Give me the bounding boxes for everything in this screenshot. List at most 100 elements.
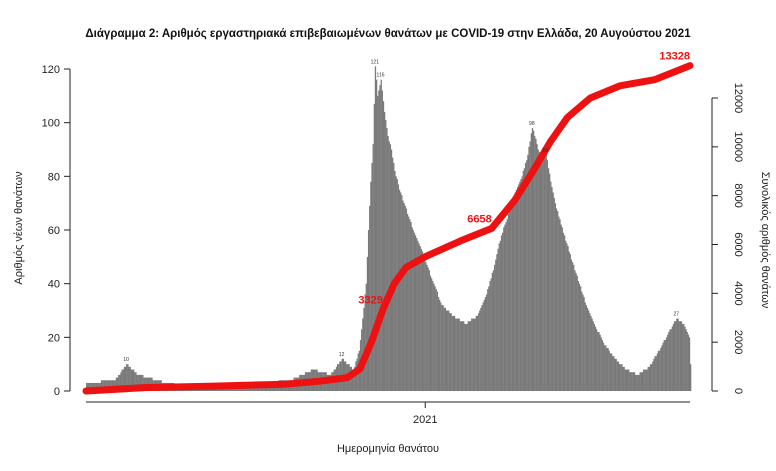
bar: [468, 321, 471, 391]
bar: [430, 278, 433, 391]
bar: [477, 313, 480, 391]
bar: [406, 213, 409, 391]
bar: [573, 264, 575, 391]
bar: [451, 315, 453, 391]
bar: [581, 291, 583, 391]
bar: [475, 315, 477, 391]
bar: [524, 162, 527, 391]
bar: [393, 162, 395, 391]
bar: [617, 361, 620, 391]
bar: [425, 262, 427, 391]
bar: [383, 111, 386, 391]
bar: [646, 369, 648, 391]
bar: [558, 216, 560, 391]
bar: [119, 374, 121, 391]
bar: [568, 251, 570, 391]
bar: [551, 187, 553, 391]
bar: [687, 334, 690, 391]
bar: [651, 364, 653, 391]
bar: [456, 318, 458, 391]
bar: [448, 310, 450, 391]
y2-axis-title: Συνολικός αριθμός θανάτων: [759, 172, 771, 309]
bar: [518, 184, 520, 391]
bar: [574, 270, 576, 391]
bar: [417, 240, 419, 391]
bar: [414, 235, 417, 391]
bar: [641, 372, 644, 391]
bar: [421, 251, 424, 391]
bar: [380, 79, 382, 391]
bar: [387, 136, 389, 391]
bar: [483, 299, 486, 391]
bar: [649, 364, 652, 391]
bar: [625, 369, 628, 391]
bar: [497, 248, 499, 391]
bar: [122, 369, 124, 391]
bars-layer: [86, 66, 692, 392]
bar: [585, 305, 588, 391]
bar: [142, 374, 144, 391]
bar: [453, 315, 456, 391]
bar: [511, 205, 513, 391]
bar: [472, 318, 474, 391]
bar: [464, 323, 466, 391]
bar: [550, 181, 552, 391]
bar: [413, 232, 416, 391]
bar: [479, 310, 481, 391]
bar: [569, 254, 571, 391]
bar: [465, 323, 467, 391]
x-axis-title: Ημερομηνία θανάτου: [337, 443, 439, 455]
bar: [124, 366, 127, 391]
bar: [623, 366, 625, 391]
bar: [566, 243, 568, 391]
x-tick-label: 2021: [413, 414, 437, 426]
bar: [618, 364, 621, 391]
bar: [89, 382, 91, 391]
bar: [86, 382, 88, 391]
bar: [560, 224, 562, 391]
bar: [567, 246, 569, 391]
bar: [670, 329, 672, 391]
bar: [688, 337, 691, 391]
y2-tick-label: 0: [732, 388, 744, 394]
bar: [673, 321, 676, 391]
bar: [100, 380, 103, 391]
bar: [408, 216, 410, 391]
bar: [612, 356, 614, 391]
bar: [544, 157, 546, 391]
bar: [500, 235, 503, 391]
bar: [490, 278, 492, 391]
bar: [561, 227, 563, 391]
bar: [129, 366, 131, 391]
bar: [634, 374, 637, 391]
bar: [90, 382, 92, 391]
bar-data-label: 10: [123, 357, 129, 363]
bar: [429, 275, 432, 391]
bar: [577, 280, 579, 391]
bar: [592, 321, 594, 391]
bar: [441, 305, 443, 391]
bar: [594, 326, 597, 391]
bar: [607, 348, 609, 391]
bar: [474, 318, 476, 391]
bar: [466, 323, 468, 391]
bar: [608, 350, 610, 391]
bar: [108, 380, 111, 391]
bar: [107, 380, 110, 391]
bar: [528, 146, 530, 391]
bar: [127, 364, 129, 391]
bar: [115, 377, 118, 391]
bar: [467, 321, 469, 391]
bar: [212, 388, 214, 391]
y-axis-title: Αριθμός νέων θανάτων: [13, 171, 25, 285]
bar: [506, 219, 508, 391]
bar: [579, 286, 582, 391]
bar: [445, 310, 448, 391]
bar: [136, 374, 138, 391]
y2-tick-label: 6000: [732, 232, 744, 256]
bar: [510, 208, 512, 391]
bar: [388, 141, 390, 391]
bar: [609, 353, 612, 391]
bar: [452, 315, 455, 391]
bar: [355, 361, 357, 391]
